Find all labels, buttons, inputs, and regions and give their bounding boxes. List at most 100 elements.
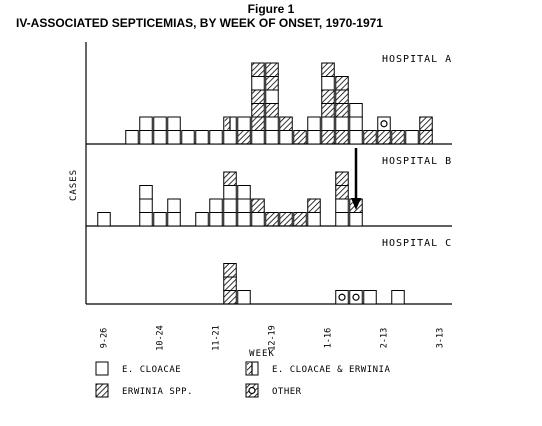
case-cell-mixed-hatch (224, 118, 230, 130)
case-cell-cloacae (251, 212, 265, 227)
legend-swatch-mixed-hatch (247, 363, 252, 374)
case-cell-erwinia (251, 103, 265, 118)
legend-swatch-erwinia (95, 383, 109, 398)
case-cell (307, 116, 321, 131)
case-cell (391, 290, 405, 305)
case-cell-erwinia (223, 276, 237, 291)
case-cell-erwinia (335, 89, 349, 104)
case-cell-cloacae (335, 212, 349, 227)
case-cell (167, 116, 181, 131)
case-cell (405, 130, 419, 145)
legend-label: E. CLOACAE (122, 365, 181, 375)
case-cell-cloacae (181, 130, 195, 145)
case-cell (139, 212, 153, 227)
case-cell-erwinia (265, 76, 279, 91)
case-cell (279, 116, 293, 131)
case-cell-erwinia (377, 130, 391, 145)
case-cell-cloacae (321, 76, 335, 91)
x-tick-label: 1-16 (324, 328, 334, 348)
case-cell-cloacae (223, 212, 237, 227)
outbreak-arrow-head (351, 198, 361, 210)
case-cell (167, 198, 181, 213)
case-cell-erwinia (251, 89, 265, 104)
case-cell-erwinia (265, 212, 279, 227)
case-cell-cloacae (237, 290, 251, 305)
case-cell (349, 103, 363, 118)
case-cell-cloacae (195, 130, 209, 145)
case-cell-cloacae (321, 116, 335, 131)
case-cell (335, 116, 349, 131)
case-cell-erwinia (237, 130, 251, 145)
case-cell (251, 89, 265, 104)
case-cell-cloacae (223, 198, 237, 213)
legend-swatch-other-circle (248, 386, 256, 395)
case-cell (321, 116, 335, 131)
figure-label: Figure 1 (247, 2, 295, 16)
legend-item-hatch: ERWINIA SPP. (95, 383, 193, 398)
case-cell-cloacae (349, 212, 363, 227)
case-cell-erwinia (293, 212, 307, 227)
case-cell-cloacae (251, 76, 265, 91)
case-cell (349, 130, 363, 145)
case-cell (377, 116, 391, 131)
case-cell-cloacae (139, 185, 153, 200)
x-tick-label: 10-24 (156, 325, 166, 351)
x-axis-label: WEEK (249, 349, 275, 359)
case-cell (279, 130, 293, 145)
case-cell (139, 130, 153, 145)
case-cell (209, 198, 223, 213)
case-cell-cloacae (195, 212, 209, 227)
legend-label: OTHER (272, 387, 302, 397)
case-cell-cloacae (223, 185, 237, 200)
figure-title: IV-ASSOCIATED SEPTICEMIAS, BY WEEK OF ON… (16, 16, 383, 30)
case-cell (335, 130, 349, 145)
case-cell (363, 290, 377, 305)
case-cell (335, 185, 349, 200)
case-cell (223, 276, 237, 291)
case-cell-other (335, 290, 349, 305)
case-cell (335, 171, 349, 186)
case-cell (153, 212, 167, 227)
case-cell (265, 116, 279, 131)
case-cell-erwinia (335, 130, 349, 145)
case-cell-cloacae (153, 130, 167, 145)
case-cell (167, 130, 181, 145)
case-cell (251, 212, 265, 227)
case-cell-erwinia (293, 130, 307, 145)
case-cell-cloacae (139, 116, 153, 131)
x-tick-label: 3-13 (436, 328, 446, 348)
case-cell-cloacae (391, 290, 405, 305)
case-cell-erwinia (223, 263, 237, 278)
case-cell-erwinia (307, 198, 321, 213)
case-cell-cloacae (223, 130, 237, 145)
case-cell-cloacae (167, 212, 181, 227)
case-cell (223, 198, 237, 213)
case-cell-erwinia (251, 62, 265, 77)
case-cell (293, 212, 307, 227)
case-cell (335, 198, 349, 213)
case-cell (209, 130, 223, 145)
case-cell-erwinia (335, 185, 349, 200)
case-cell (307, 198, 321, 213)
case-cell (321, 130, 335, 145)
panel-label-2: HOSPITAL B (382, 156, 452, 167)
case-cell-cloacae (251, 130, 265, 145)
case-cell (265, 89, 279, 104)
x-tick-label: 9-26 (100, 328, 110, 348)
panel-label-3: HOSPITAL C (382, 238, 452, 249)
case-cell-cloacae (209, 198, 223, 213)
case-cell (349, 290, 363, 305)
case-cell-cloacae (97, 212, 111, 227)
case-cell-erwinia (321, 130, 335, 145)
case-cell-erwinia (279, 212, 293, 227)
legend-item-hatch-left-half: E. CLOACAE & ERWINIA (245, 361, 390, 376)
case-cell (223, 116, 237, 131)
case-cell (335, 103, 349, 118)
case-cell-cloacae (139, 198, 153, 213)
case-cell-cloacae (279, 130, 293, 145)
case-cell-other (349, 290, 363, 305)
case-cell (139, 185, 153, 200)
case-cell (223, 290, 237, 305)
case-cell (321, 76, 335, 91)
